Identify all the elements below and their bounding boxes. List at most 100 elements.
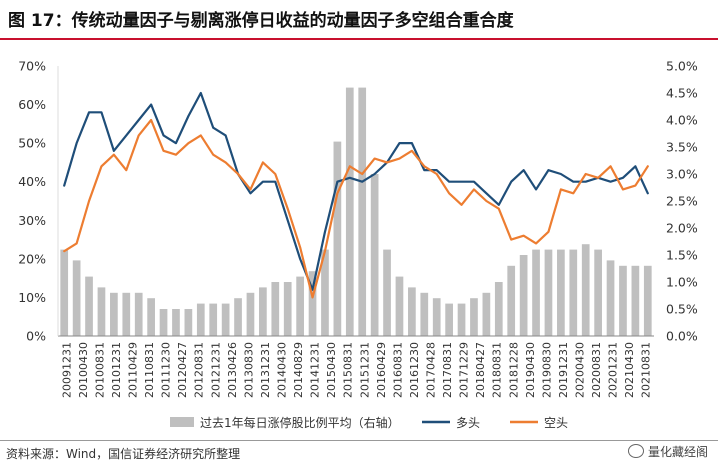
bar-limit-up-ratio: [147, 298, 155, 336]
bar-limit-up-ratio: [134, 292, 143, 336]
source-divider: [0, 440, 718, 441]
x-axis-tick-label: 20191231: [557, 342, 570, 398]
source-note: 资料来源：Wind，国信证券经济研究所整理: [6, 447, 241, 461]
bar-limit-up-ratio: [209, 303, 218, 336]
bar-limit-up-ratio: [557, 249, 565, 336]
bar-limit-up-ratio: [345, 87, 354, 336]
x-axis-tick-label: 20180427: [474, 342, 487, 398]
bar-limit-up-ratio: [581, 244, 590, 336]
bar-limit-up-ratio: [60, 249, 69, 336]
bar-limit-up-ratio: [221, 303, 230, 336]
left-axis-tick-label: 0%: [26, 329, 46, 344]
legend-label-short: 空头: [544, 416, 568, 430]
bar-limit-up-ratio: [507, 265, 516, 336]
x-axis-tick-label: 20131231: [259, 342, 272, 398]
x-axis-tick-label: 20100430: [77, 342, 90, 398]
watermark: 量化藏经阁: [627, 443, 708, 460]
bar-limit-up-ratio: [482, 292, 491, 336]
wechat-icon: [627, 444, 644, 458]
left-axis-tick-label: 60%: [18, 97, 46, 112]
legend-label-long: 多头: [456, 416, 480, 430]
x-axis-tick-label: 20160831: [391, 342, 404, 398]
x-axis-tick-label: 20150430: [325, 342, 338, 398]
bar-limit-up-ratio: [234, 298, 242, 336]
watermark-text: 量化藏经阁: [647, 445, 708, 459]
x-axis-tick-label: 20171229: [458, 342, 471, 398]
x-axis-tick-label: 20110831: [143, 342, 156, 398]
bar-limit-up-ratio: [532, 249, 540, 336]
right-axis-tick-label: 3.0%: [666, 167, 698, 182]
x-axis-tick-label: 20130830: [242, 342, 255, 398]
bar-limit-up-ratio: [395, 276, 404, 336]
right-axis-tick-label: 5.0%: [666, 59, 698, 74]
legend-swatch-bar: [170, 417, 194, 427]
chart: 0% 10% 20% 30% 40% 50% 60% 70% 0.0% 0.5% 1.0% 1.5% 2…: [18, 59, 698, 431]
bar-limit-up-ratio: [196, 303, 205, 336]
x-axis-tick-label: 20180831: [491, 342, 504, 398]
left-axis-tick-label: 50%: [18, 136, 46, 151]
x-axis-tick-label: 20210430: [623, 342, 636, 398]
bar-limit-up-ratio: [594, 249, 602, 336]
line-long: [63, 91, 649, 291]
bar-limit-up-ratio: [159, 309, 168, 336]
bar-limit-up-ratio: [97, 287, 106, 336]
bar-limit-up-ratio: [283, 282, 292, 336]
bar-limit-up-ratio: [544, 249, 553, 336]
bar-limit-up-ratio: [85, 276, 93, 336]
x-axis-tick-label: 20091231: [60, 342, 73, 398]
bar-limit-up-ratio: [370, 174, 379, 336]
x-axis-tick-label: 20110429: [127, 342, 140, 398]
x-axis-tick-label: 20150831: [342, 342, 355, 398]
legend-label-bar: 过去1年每日涨停股比例平均（右轴）: [200, 415, 400, 430]
left-axis-tick-label: 30%: [18, 213, 46, 228]
right-axis-tick-label: 1.5%: [666, 248, 698, 263]
x-axis-tick-label: 20190830: [540, 342, 553, 398]
title-divider: [0, 38, 718, 40]
bar-limit-up-ratio: [259, 287, 267, 336]
x-axis-tick-label: 20181228: [507, 342, 520, 398]
bar-limit-up-ratio: [631, 265, 640, 336]
left-axis-tick-label: 70%: [18, 59, 46, 74]
bar-limit-up-ratio: [271, 282, 280, 336]
line-short: [63, 118, 649, 299]
x-axis-tick-label: 20111230: [160, 342, 173, 398]
bar-limit-up-ratio: [72, 260, 81, 336]
bar-limit-up-ratio: [643, 265, 652, 336]
bar-limit-up-ratio: [606, 260, 615, 336]
bar-limit-up-ratio: [296, 276, 304, 336]
bar-limit-up-ratio: [569, 249, 578, 336]
bar-limit-up-ratio: [519, 255, 528, 336]
bar-limit-up-ratio: [110, 292, 118, 336]
right-axis-tick-label: 1.0%: [666, 275, 698, 290]
x-axis-tick-label: 20170831: [441, 342, 454, 398]
x-axis-tick-label: 20120427: [176, 342, 189, 398]
right-axis-tick-label: 4.0%: [666, 113, 698, 128]
x-axis-tick-label: 20190430: [524, 342, 537, 398]
left-axis-tick-label: 10%: [18, 290, 46, 305]
bar-limit-up-ratio: [122, 292, 131, 336]
bar-limit-up-ratio: [408, 287, 416, 336]
figure-title: 图 17：传统动量因子与剔离涨停日收益的动量因子多空组合重合度: [8, 11, 514, 31]
bar-limit-up-ratio: [445, 303, 453, 336]
bar-limit-up-ratio: [308, 271, 317, 336]
x-axis-tick-label: 20161230: [408, 342, 421, 398]
bar-limit-up-ratio: [432, 298, 441, 336]
x-axis-tick-label: 20151231: [358, 342, 371, 398]
bar-limit-up-ratio: [457, 303, 466, 336]
x-axis-tick-label: 20140430: [276, 342, 289, 398]
x-axis-tick-label: 20200430: [574, 342, 587, 398]
right-axis-tick-label: 0.0%: [666, 329, 698, 344]
bar-limit-up-ratio: [494, 282, 503, 336]
bar-limit-up-ratio: [184, 309, 193, 336]
x-axis-tick-label: 20101231: [110, 342, 123, 398]
right-axis-tick-label: 2.0%: [666, 221, 698, 236]
x-axis-tick-label: 20130426: [226, 342, 239, 398]
x-axis-tick-label: 20170428: [425, 342, 438, 398]
bar-limit-up-ratio: [321, 249, 329, 336]
line-series: [63, 91, 649, 299]
axes: 0% 10% 20% 30% 40% 50% 60% 70% 0.0% 0.5% 1.0% 1.5% 2…: [18, 59, 698, 399]
x-axis-tick-label: 20160429: [375, 342, 388, 398]
bar-limit-up-ratio: [470, 298, 478, 336]
bar-limit-up-ratio: [246, 292, 255, 336]
right-axis-tick-label: 4.5%: [666, 86, 698, 101]
